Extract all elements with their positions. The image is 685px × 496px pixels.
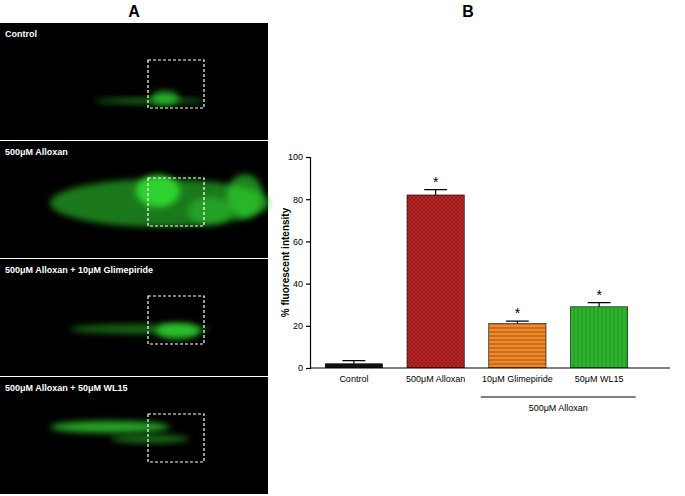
tick: 80	[293, 195, 310, 205]
tick: 500μM Alloxan	[406, 374, 465, 384]
fluorescence-image: 500μM Alloxan + 10μM Glimepiride	[0, 259, 268, 376]
tick: 0	[298, 363, 310, 373]
image-label: 500μM Alloxan	[5, 147, 68, 157]
fluorescence	[95, 98, 205, 104]
tick: 20	[293, 321, 310, 331]
fluorescence	[156, 323, 200, 339]
fluorescence-image: 500μM Alloxan	[0, 141, 270, 258]
axis-title: % fluorescent intensity	[280, 207, 291, 317]
image-label: 500μM Alloxan + 50μM WL15	[5, 383, 127, 393]
fluorescence	[188, 197, 232, 225]
tick-label: 50μM WL15	[575, 374, 624, 384]
fluorescence-image: Control	[0, 23, 268, 140]
tick-mark	[306, 157, 310, 158]
fluorescence	[227, 174, 263, 218]
tick: 100	[288, 152, 310, 162]
tick-label: 100	[288, 152, 303, 162]
bar	[489, 324, 546, 368]
tick-label: 60	[293, 237, 303, 247]
tick-label: 80	[293, 195, 303, 205]
panel-label: A	[128, 3, 140, 20]
tick: Control	[339, 374, 368, 384]
error-bar	[506, 321, 529, 324]
tick-mark	[306, 241, 310, 242]
bar	[325, 364, 382, 368]
region-box	[148, 414, 204, 462]
image-label: 500μM Alloxan + 10μM Glimepiride	[5, 265, 153, 275]
tick-mark	[306, 199, 310, 200]
tick-label: 0	[298, 363, 303, 373]
tick-mark	[306, 368, 310, 369]
tick-label: 20	[293, 321, 303, 331]
axis-line	[306, 158, 311, 369]
y-axis: 0 20 40 60 80 100	[288, 152, 311, 373]
bar	[571, 307, 628, 368]
significance: *	[596, 287, 602, 303]
bar	[407, 195, 464, 368]
image-background	[0, 377, 268, 494]
panel-label: B	[462, 3, 474, 20]
error-bar	[424, 190, 447, 195]
image-background	[0, 259, 268, 376]
fluorescence	[151, 91, 179, 105]
image-label: Control	[5, 29, 37, 39]
plot-area	[325, 190, 627, 368]
tick-label: 40	[293, 279, 303, 289]
tick: 10μM Glimepiride	[482, 374, 553, 384]
tick-mark	[306, 284, 310, 285]
group-label: 500μM Alloxan	[529, 403, 588, 413]
tick: 60	[293, 237, 310, 247]
x-axis: Control 500μM Alloxan 10μM Glimepiride 50μM…	[310, 368, 670, 384]
region-box	[148, 60, 204, 108]
region-box	[148, 178, 204, 226]
axis-line	[310, 367, 670, 368]
tick: 40	[293, 279, 310, 289]
group-line	[481, 397, 636, 398]
fluorescence-image: 500μM Alloxan + 50μM WL15	[0, 377, 268, 494]
tick-label: Control	[339, 374, 368, 384]
tick-mark	[306, 326, 310, 327]
error-bar	[588, 303, 611, 307]
figure: A Control 500μM Alloxan 500μM Alloxan + 10μ…	[0, 0, 685, 496]
fluorescence	[50, 421, 170, 433]
error-bar	[342, 361, 365, 364]
fluorescence	[136, 175, 180, 207]
fluorescence	[110, 435, 190, 443]
tick-label: 500μM Alloxan	[406, 374, 465, 384]
significance: *	[433, 174, 439, 190]
tick: 50μM WL15	[575, 374, 624, 384]
tick-label: 10μM Glimepiride	[482, 374, 553, 384]
image-background	[0, 23, 268, 140]
region-box	[148, 296, 204, 344]
significance: *	[515, 305, 521, 321]
